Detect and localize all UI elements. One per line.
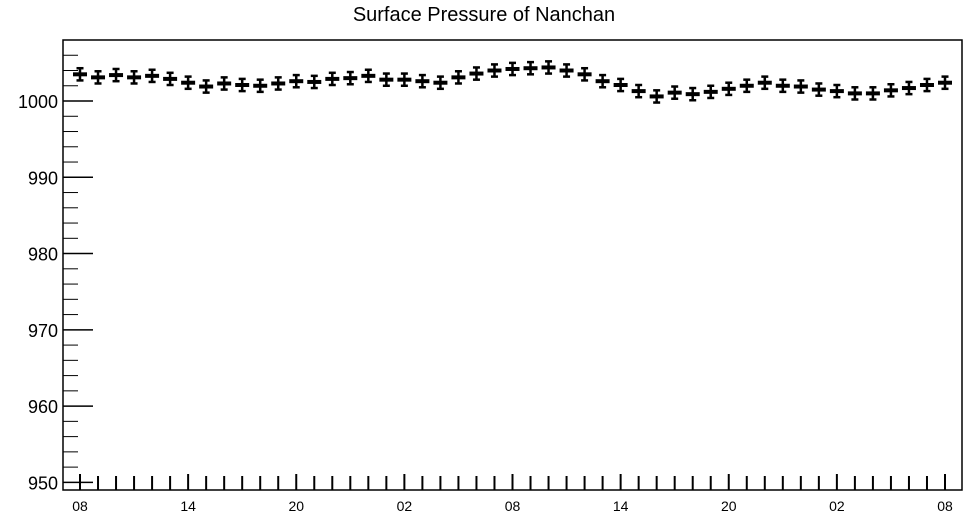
data-point — [811, 82, 826, 97]
data-point — [91, 70, 106, 85]
data-point — [217, 76, 232, 91]
axes — [62, 39, 963, 491]
data-point — [613, 77, 628, 93]
data-point — [325, 71, 340, 87]
data-point — [649, 89, 664, 104]
data-point — [109, 67, 124, 83]
y-tick-label: 950 — [28, 473, 58, 493]
data-point — [433, 75, 448, 91]
data-points — [73, 60, 952, 104]
data-point — [469, 66, 484, 81]
data-point — [829, 83, 844, 99]
tick-labels: 950 960 970 980 990 1000 08 14 20 02 08 14 20 02 08 — [18, 92, 953, 514]
y-tick-label: 970 — [28, 321, 58, 341]
data-point — [775, 78, 790, 94]
data-point — [703, 84, 718, 100]
data-point — [343, 70, 358, 86]
data-point — [559, 63, 574, 78]
data-point — [667, 85, 682, 100]
data-point — [253, 78, 268, 94]
data-point — [595, 73, 610, 89]
y-tick-label: 980 — [28, 245, 58, 265]
data-point — [271, 76, 286, 91]
data-point — [361, 68, 376, 84]
data-point — [919, 77, 934, 93]
x-tick-label: 20 — [288, 498, 304, 514]
data-point — [163, 71, 178, 87]
x-tick-label: 08 — [937, 498, 953, 514]
data-point — [938, 75, 952, 91]
x-tick-label: 02 — [829, 498, 845, 514]
y-tick-label: 1000 — [18, 92, 58, 112]
data-point — [397, 72, 412, 88]
y-tick-label: 960 — [28, 397, 58, 417]
data-point — [865, 86, 880, 101]
data-point — [541, 60, 556, 75]
data-point — [847, 86, 862, 101]
data-point — [577, 66, 592, 82]
data-point — [307, 74, 322, 90]
data-point — [73, 66, 87, 82]
x-tick-label: 02 — [397, 498, 413, 514]
data-point — [721, 81, 736, 97]
data-point — [685, 86, 700, 102]
data-point — [523, 60, 538, 76]
data-point — [793, 79, 808, 94]
axis-ticks — [63, 39, 946, 490]
data-point — [289, 73, 304, 89]
x-tick-label: 20 — [721, 498, 737, 514]
x-tick-label: 14 — [613, 498, 629, 514]
data-point — [127, 70, 142, 85]
data-point — [631, 83, 646, 99]
data-point — [757, 75, 772, 91]
data-point — [739, 78, 754, 94]
y-tick-label: 990 — [28, 168, 58, 188]
data-point — [883, 82, 898, 98]
data-point — [235, 77, 250, 93]
chart-title: Surface Pressure of Nanchan — [352, 4, 616, 26]
x-tick-label: 08 — [505, 498, 521, 514]
data-point — [901, 80, 916, 96]
x-tick-label: 08 — [72, 498, 88, 514]
data-point — [451, 70, 466, 85]
data-point — [181, 75, 196, 91]
data-point — [415, 73, 430, 89]
data-point — [379, 72, 394, 88]
data-point — [505, 61, 520, 77]
x-tick-label: 14 — [180, 498, 196, 514]
data-point — [145, 68, 160, 84]
plot-frame — [62, 39, 963, 491]
data-point — [487, 63, 502, 78]
data-point — [199, 79, 214, 94]
